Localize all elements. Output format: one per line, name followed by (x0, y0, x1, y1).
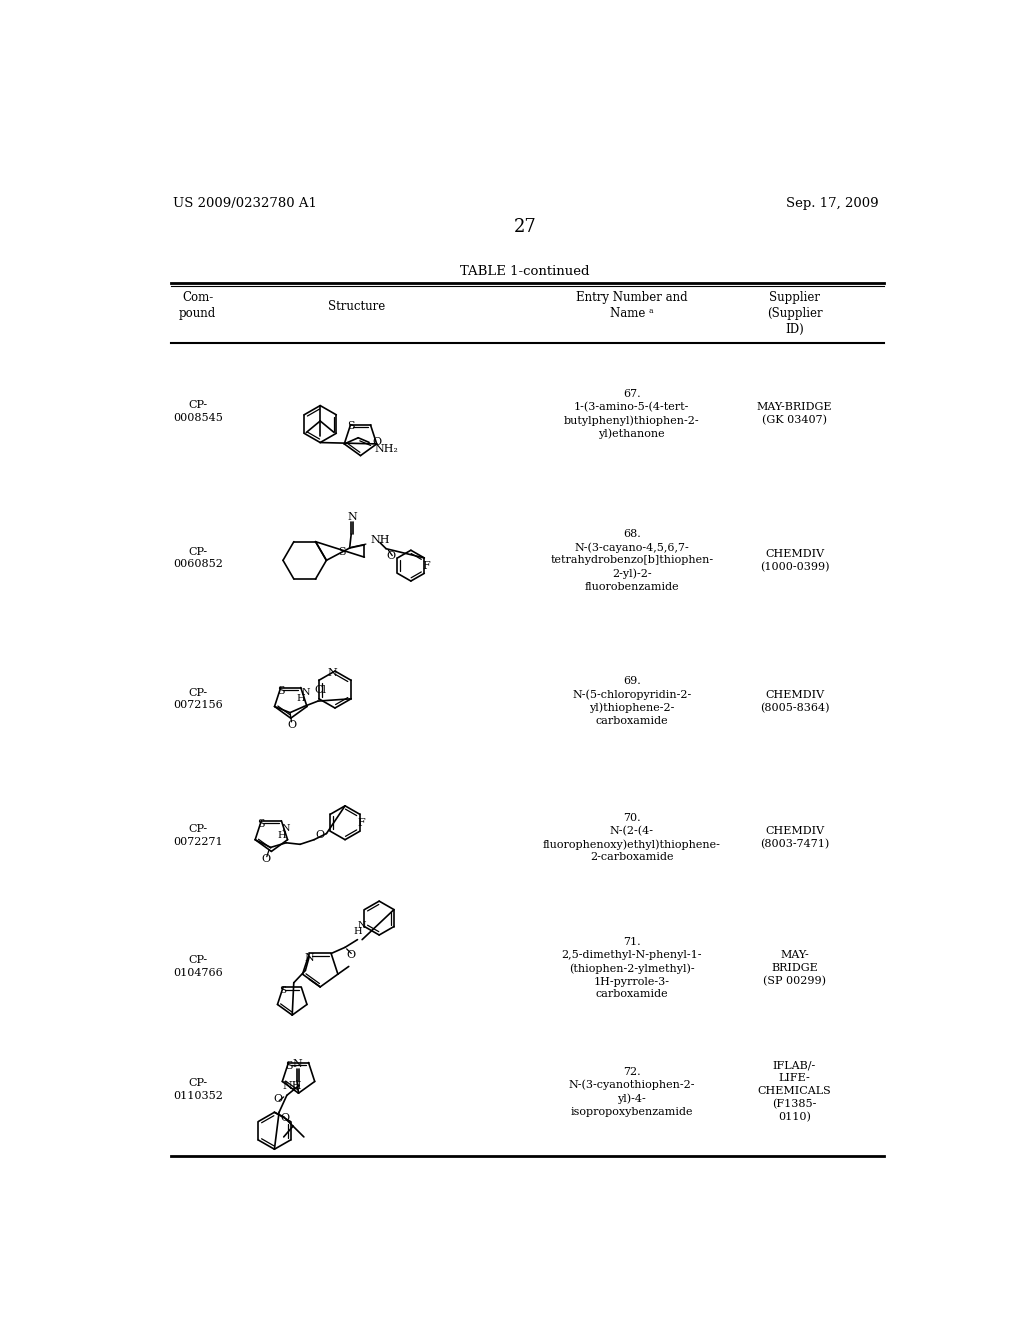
Text: O: O (347, 950, 356, 960)
Text: S: S (280, 986, 287, 995)
Text: MAY-BRIDGE
(GK 03407): MAY-BRIDGE (GK 03407) (757, 403, 833, 425)
Text: S: S (338, 548, 345, 557)
Text: Com-
pound: Com- pound (179, 290, 216, 319)
Text: NH₂: NH₂ (375, 445, 398, 454)
Text: Supplier
(Supplier
ID): Supplier (Supplier ID) (767, 290, 822, 335)
Text: N: N (347, 512, 356, 523)
Text: Cl: Cl (314, 685, 327, 694)
Text: S: S (347, 421, 355, 430)
Text: 67.
1-(3-amino-5-(4-tert-
butylphenyl)thiophen-2-
yl)ethanone: 67. 1-(3-amino-5-(4-tert- butylphenyl)th… (564, 389, 699, 440)
Text: N: N (293, 1059, 303, 1069)
Text: CP-
0072271: CP- 0072271 (173, 824, 222, 846)
Text: US 2009/0232780 A1: US 2009/0232780 A1 (173, 197, 316, 210)
Text: 71.
2,5-dimethyl-N-phenyl-1-
(thiophen-2-ylmethyl)-
1H-pyrrole-3-
carboxamide: 71. 2,5-dimethyl-N-phenyl-1- (thiophen-2… (561, 937, 702, 999)
Text: CP-
0060852: CP- 0060852 (173, 546, 222, 569)
Text: N: N (328, 668, 338, 678)
Text: H: H (353, 928, 361, 936)
Text: H: H (278, 830, 286, 840)
Text: N: N (282, 825, 291, 833)
Text: IFLAB/-
LIFE-
CHEMICALS
(F1385-
0110): IFLAB/- LIFE- CHEMICALS (F1385- 0110) (758, 1060, 831, 1123)
Text: O: O (373, 437, 381, 447)
Text: CHEMDIV
(8005-8364): CHEMDIV (8005-8364) (760, 689, 829, 713)
Text: O: O (281, 1114, 290, 1123)
Text: CHEMDIV
(8003-7471): CHEMDIV (8003-7471) (760, 826, 829, 849)
Text: 70.
N-(2-(4-
fluorophenoxy)ethyl)thiophene-
2-carboxamide: 70. N-(2-(4- fluorophenoxy)ethyl)thiophe… (543, 813, 721, 862)
Text: 72.
N-(3-cyanothiophen-2-
yl)-4-
isopropoxybenzamide: 72. N-(3-cyanothiophen-2- yl)-4- isoprop… (568, 1067, 695, 1117)
Text: N: N (304, 953, 314, 964)
Text: S: S (258, 818, 265, 829)
Text: CP-
0104766: CP- 0104766 (173, 954, 222, 978)
Text: NH: NH (283, 1081, 302, 1092)
Text: F: F (422, 561, 430, 570)
Text: 68.
N-(3-cayano-4,5,6,7-
tetrahydrobenzo[b]thiophen-
2-yl)-2-
fluorobenzamide: 68. N-(3-cayano-4,5,6,7- tetrahydrobenzo… (550, 529, 714, 591)
Text: O: O (315, 830, 325, 840)
Text: 69.
N-(5-chloropyridin-2-
yl)thiophene-2-
carboxamide: 69. N-(5-chloropyridin-2- yl)thiophene-2… (572, 676, 691, 726)
Text: Sep. 17, 2009: Sep. 17, 2009 (785, 197, 879, 210)
Text: CP-
0008545: CP- 0008545 (173, 400, 222, 424)
Text: Structure: Structure (328, 300, 385, 313)
Text: CP-
0110352: CP- 0110352 (173, 1078, 222, 1101)
Text: N: N (301, 688, 310, 697)
Text: N: N (357, 921, 367, 931)
Text: Entry Number and
Name ᵃ: Entry Number and Name ᵃ (575, 290, 687, 319)
Text: CHEMDIV
(1000-0399): CHEMDIV (1000-0399) (760, 549, 829, 572)
Text: O: O (261, 854, 270, 865)
Text: MAY-
BRIDGE
(SP 00299): MAY- BRIDGE (SP 00299) (763, 950, 826, 986)
Text: O: O (386, 552, 395, 561)
Text: F: F (357, 818, 366, 828)
Text: S: S (276, 685, 285, 696)
Text: H: H (297, 694, 305, 704)
Text: CP-
0072156: CP- 0072156 (173, 688, 222, 710)
Text: TABLE 1-continued: TABLE 1-continued (460, 264, 590, 277)
Text: O: O (273, 1094, 282, 1105)
Text: S: S (285, 1061, 292, 1072)
Text: O: O (287, 719, 296, 730)
Text: 27: 27 (513, 218, 537, 236)
Text: NH: NH (371, 535, 390, 545)
